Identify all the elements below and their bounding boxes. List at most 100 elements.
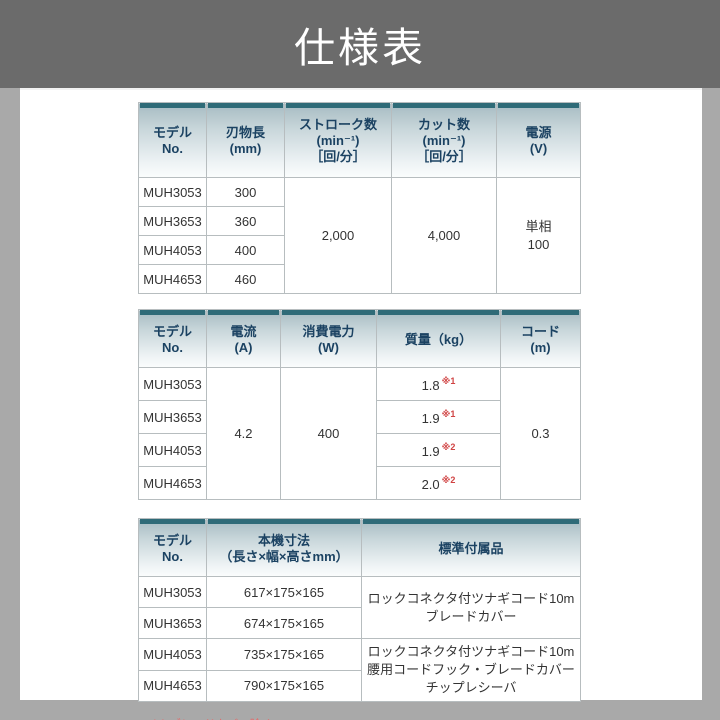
cell-weight: 2.0 ※2 (376, 466, 501, 500)
cell-model: MUH3653 (138, 206, 207, 236)
col-header-accessories: 標準付属品 (361, 518, 581, 577)
cell-blade-length: 400 (206, 235, 285, 265)
cell-model: MUH3053 (138, 576, 207, 608)
col-header-model: モデル No. (138, 102, 207, 178)
header-line: (min⁻¹) (422, 133, 466, 148)
spec-sheet: モデル No. 刃物長 (mm) ストローク数 (min⁻¹) ［回/分］ カット数 (m… (20, 88, 702, 720)
weight-value: 2.0 (421, 476, 440, 492)
cell-accessories: ロックコネクタ付ツナギコード10m 腰用コードフック・ブレードカバー チップレシーバ (361, 638, 581, 702)
cell-weight: 1.9 ※2 (376, 433, 501, 467)
cell-model: MUH3053 (138, 177, 207, 207)
header-row: モデル No. 本機寸法 （長さ×幅×高さmm） 標準付属品 (138, 518, 581, 577)
col-header-blade-length: 刃物長 (mm) (206, 102, 285, 178)
table-row: MUH4053 400 (138, 235, 581, 265)
spec-table-performance: モデル No. 刃物長 (mm) ストローク数 (min⁻¹) ［回/分］ カット数 (m… (138, 102, 581, 294)
col-header-weight: 質量（kg） (376, 309, 501, 368)
header-line: ［回/分］ (310, 149, 366, 164)
cell-dimensions: 674×175×165 (206, 607, 362, 639)
col-header-model: モデル No. (138, 518, 207, 577)
cell-model: MUH4653 (138, 466, 207, 500)
header-line: 刃物長 (225, 125, 265, 140)
weight-value: 1.9 (421, 410, 440, 426)
header-line: ストローク数 (298, 117, 377, 132)
col-header-cut-rate: カット数 (min⁻¹) ［回/分］ (391, 102, 497, 178)
power-supply-line: 100 (527, 236, 550, 252)
header-line: 標準付属品 (438, 540, 504, 556)
table-row: MUH4653 2.0 ※2 (138, 466, 581, 500)
cell-dimensions: 617×175×165 (206, 576, 362, 608)
col-header-current: 電流 (A) (206, 309, 281, 368)
cell-weight: 1.9 ※1 (376, 400, 501, 434)
cell-blade-length: 300 (206, 177, 285, 207)
cell-weight: 1.8 ※1 (376, 367, 501, 401)
header-line: No. (162, 339, 183, 355)
table-row: MUH4653 460 (138, 264, 581, 294)
footnote-1: ※1 ブレードカバー除く。 (150, 716, 702, 720)
cell-cut-rate: 4,000 (391, 177, 497, 294)
weight-value: 1.8 (421, 377, 440, 393)
header-line: コード (520, 323, 560, 339)
power-supply-line: 単相 (525, 218, 552, 234)
header-row: モデル No. 刃物長 (mm) ストローク数 (min⁻¹) ［回/分］ カット数 (m… (138, 102, 581, 178)
header-line: ［回/分］ (416, 149, 472, 164)
footnote-marker: ※1 (441, 408, 456, 419)
cell-accessories: ロックコネクタ付ツナギコード10m ブレードカバー (361, 576, 581, 639)
cell-dimensions: 790×175×165 (206, 669, 362, 702)
table-row: MUH4653 790×175×165 (138, 669, 581, 702)
header-line: （長さ×幅×高さmm） (219, 548, 349, 564)
header-line: 本機寸法 (257, 532, 310, 548)
col-header-dimensions: 本機寸法 （長さ×幅×高さmm） (206, 518, 362, 577)
accessory-line: ロックコネクタ付ツナギコード10m (367, 590, 575, 606)
header-line: 電源 (525, 125, 552, 140)
page-title: 仕様表 (294, 25, 426, 71)
table-row: MUH4053 1.9 ※2 (138, 433, 581, 467)
header-line: (V) (529, 141, 548, 156)
header-line: (W) (318, 339, 339, 355)
table-row: MUH3653 674×175×165 (138, 607, 581, 639)
spec-table-electrical: モデル No. 電流 (A) 消費電力 (W) 質量（kg） コード (m) MUH30… (138, 309, 581, 500)
header-line: 電流 (230, 323, 257, 339)
accessory-line: ブレードカバー (425, 608, 517, 624)
header-line: (m) (530, 339, 551, 355)
cell-model: MUH4653 (138, 264, 207, 294)
cell-power-consumption: 400 (280, 367, 377, 500)
table-row: MUH3053 300 2,000 4,000 単相 100 (138, 177, 581, 294)
table-row: MUH3053 4.2 400 1.8 ※1 0.3 (138, 367, 581, 500)
cell-power-supply: 単相 100 (496, 177, 581, 294)
col-header-power-supply: 電源 (V) (496, 102, 581, 178)
cell-stroke-rate: 2,000 (284, 177, 392, 294)
weight-value: 1.9 (421, 443, 440, 459)
cell-model: MUH3653 (138, 607, 207, 639)
cell-dimensions: 735×175×165 (206, 638, 362, 671)
col-header-stroke-rate: ストローク数 (min⁻¹) ［回/分］ (284, 102, 392, 178)
cell-model: MUH4653 (138, 669, 207, 702)
table-row: MUH3653 1.9 ※1 (138, 400, 581, 434)
accessory-line: チップレシーバ (425, 680, 517, 695)
cell-blade-length: 460 (206, 264, 285, 294)
header-line: (mm) (229, 141, 262, 156)
col-header-power-consumption: 消費電力 (W) (280, 309, 377, 368)
header-line: 消費電力 (302, 323, 355, 339)
header-line: No. (162, 141, 183, 156)
spec-table-dimensions: モデル No. 本機寸法 （長さ×幅×高さmm） 標準付属品 MUH3053 617… (138, 518, 581, 702)
header-row: モデル No. 電流 (A) 消費電力 (W) 質量（kg） コード (m) (138, 309, 581, 368)
col-header-model: モデル No. (138, 309, 207, 368)
cell-cord-length: 0.3 (500, 367, 581, 500)
table-row: MUH3053 617×175×165 ロックコネクタ付ツナギコード10m ブレー… (138, 576, 581, 639)
table-row: MUH4053 735×175×165 ロックコネクタ付ツナギコード10m 腰用コ… (138, 638, 581, 702)
cell-model: MUH3053 (138, 367, 207, 401)
header-line: モデル (152, 125, 192, 140)
header-line: モデル (152, 532, 192, 548)
title-banner: 仕様表 (0, 0, 720, 88)
col-header-cord: コード (m) (500, 309, 581, 368)
footnotes: ※1 ブレードカバー除く。 ※2 ブレードカバー・チップレシーバ除く。 (150, 716, 702, 720)
spec-content: モデル No. 刃物長 (mm) ストローク数 (min⁻¹) ［回/分］ カット数 (m… (20, 90, 702, 720)
cell-model: MUH3653 (138, 400, 207, 434)
footnote-marker: ※2 (441, 474, 456, 485)
header-line: (A) (234, 339, 253, 355)
header-line: (min⁻¹) (316, 133, 360, 148)
cell-model: MUH4053 (138, 433, 207, 467)
header-line: カット数 (417, 117, 470, 132)
cell-model: MUH4053 (138, 638, 207, 671)
